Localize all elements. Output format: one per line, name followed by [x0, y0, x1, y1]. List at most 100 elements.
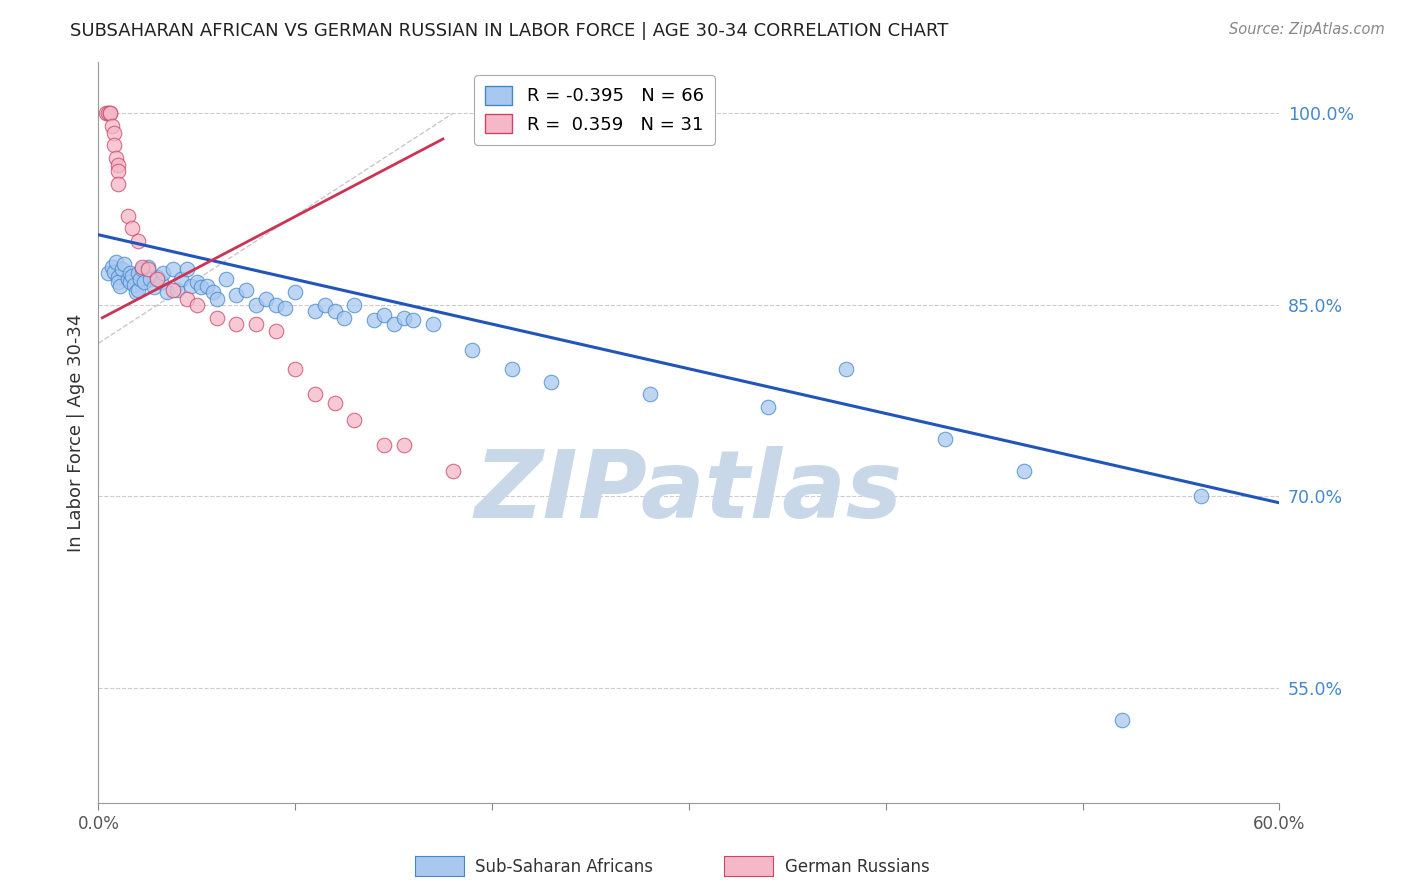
Point	[132, 275, 155, 289]
Point	[128, 272, 150, 286]
Point	[205, 292, 228, 306]
Point	[127, 266, 149, 280]
Point	[98, 106, 121, 120]
Point	[103, 138, 125, 153]
Point	[441, 464, 464, 478]
Point	[136, 260, 159, 274]
Point	[170, 272, 193, 286]
Point	[205, 310, 228, 325]
Point	[304, 387, 326, 401]
Point	[245, 298, 267, 312]
Point	[215, 272, 238, 286]
Point	[274, 301, 297, 315]
Point	[1012, 464, 1035, 478]
Point	[176, 262, 198, 277]
Point	[101, 120, 124, 134]
Point	[107, 269, 129, 284]
Point	[638, 387, 661, 401]
Point	[107, 157, 129, 171]
Text: Source: ZipAtlas.com: Source: ZipAtlas.com	[1229, 22, 1385, 37]
Point	[501, 361, 523, 376]
Point	[1111, 713, 1133, 727]
Point	[125, 285, 148, 300]
Point	[264, 324, 287, 338]
Point	[333, 310, 356, 325]
Point	[117, 272, 139, 286]
Point	[245, 317, 267, 331]
Point	[225, 317, 247, 331]
Point	[422, 317, 444, 331]
Point	[176, 292, 198, 306]
Point	[382, 317, 405, 331]
Text: German Russians: German Russians	[785, 858, 929, 876]
Text: Sub-Saharan Africans: Sub-Saharan Africans	[475, 858, 654, 876]
Point	[284, 361, 307, 376]
Point	[105, 151, 128, 165]
Point	[121, 268, 143, 283]
Point	[402, 313, 425, 327]
Point	[105, 254, 128, 268]
Point	[101, 260, 124, 274]
Point	[146, 269, 169, 284]
Point	[127, 234, 149, 248]
Point	[166, 283, 188, 297]
Point	[146, 272, 169, 286]
Point	[392, 310, 415, 325]
Point	[1189, 490, 1212, 504]
Point	[97, 266, 120, 280]
Text: SUBSAHARAN AFRICAN VS GERMAN RUSSIAN IN LABOR FORCE | AGE 30-34 CORRELATION CHAR: SUBSAHARAN AFRICAN VS GERMAN RUSSIAN IN …	[70, 22, 949, 40]
Point	[264, 298, 287, 312]
Point	[835, 361, 858, 376]
Point	[136, 262, 159, 277]
Point	[118, 266, 141, 280]
Point	[323, 396, 346, 410]
Point	[108, 278, 131, 293]
Point	[186, 275, 208, 289]
Point	[343, 413, 366, 427]
Point	[756, 400, 779, 414]
Point	[107, 164, 129, 178]
Point	[284, 285, 307, 300]
Point	[152, 266, 174, 280]
Point	[118, 275, 141, 289]
Legend: R = -0.395   N = 66, R =  0.359   N = 31: R = -0.395 N = 66, R = 0.359 N = 31	[474, 75, 714, 145]
Point	[186, 298, 208, 312]
Point	[117, 209, 139, 223]
Point	[98, 106, 121, 120]
Point	[195, 278, 218, 293]
Point	[111, 262, 134, 277]
Point	[373, 308, 395, 322]
Point	[162, 283, 184, 297]
Point	[254, 292, 277, 306]
Point	[131, 260, 153, 274]
Point	[138, 272, 160, 286]
Point	[190, 280, 212, 294]
Point	[180, 278, 202, 293]
Point	[96, 106, 118, 120]
Point	[121, 221, 143, 235]
Point	[934, 432, 956, 446]
Point	[162, 262, 184, 277]
Point	[235, 283, 257, 297]
Point	[103, 265, 125, 279]
Point	[461, 343, 484, 357]
Point	[201, 285, 224, 300]
Point	[304, 304, 326, 318]
Point	[343, 298, 366, 312]
Point	[156, 285, 179, 300]
Point	[112, 257, 135, 271]
Point	[97, 106, 120, 120]
Point	[373, 438, 395, 452]
Point	[131, 262, 153, 277]
Point	[127, 283, 149, 297]
Point	[107, 177, 129, 191]
Point	[314, 298, 336, 312]
Point	[103, 126, 125, 140]
Point	[363, 313, 385, 327]
Text: ZIPatlas: ZIPatlas	[475, 446, 903, 538]
Point	[107, 275, 129, 289]
Y-axis label: In Labor Force | Age 30-34: In Labor Force | Age 30-34	[66, 313, 84, 552]
Point	[392, 438, 415, 452]
Point	[142, 280, 165, 294]
Point	[540, 375, 562, 389]
